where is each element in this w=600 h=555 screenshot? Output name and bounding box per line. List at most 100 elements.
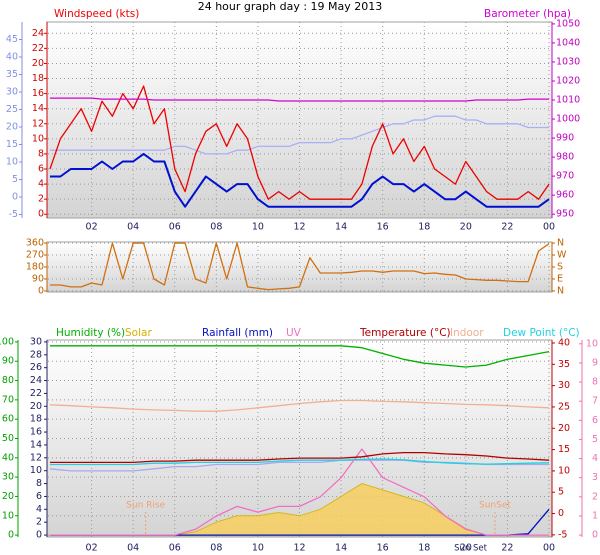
y3-tick-label: 35 xyxy=(6,69,18,80)
x-tick-label: 08 xyxy=(210,222,222,233)
y3-tick-label: 12 xyxy=(30,452,42,463)
x-tick-label: 10 xyxy=(252,222,264,233)
legend-label: Solar xyxy=(125,327,152,339)
y3-tick-label: 4 xyxy=(36,504,42,515)
y3-tick-label: 5 xyxy=(12,174,18,185)
line xyxy=(50,451,550,464)
x-tick-label: 06 xyxy=(169,222,181,233)
y2-tick-label: 1010 xyxy=(556,95,580,106)
x-tick-label: 22 xyxy=(501,222,513,233)
line xyxy=(49,85,550,200)
y3-tick-label: 10 xyxy=(30,465,42,476)
y-tick-label: 20 xyxy=(32,58,44,69)
y2-tick-label: 960 xyxy=(556,190,574,201)
y2-tick-label: 1050 xyxy=(556,18,580,29)
x-tick-label: 16 xyxy=(377,222,389,233)
y2-tick-label: 970 xyxy=(556,171,574,182)
y-tick-label: 10 xyxy=(2,510,14,521)
legend-label: Windspeed (kts) xyxy=(54,8,139,20)
x-tick-label: 14 xyxy=(335,543,347,554)
y2-tick-label: 5 xyxy=(558,487,564,498)
y2-tick-label: 40 xyxy=(558,337,570,348)
y2-tick-label: 25 xyxy=(558,401,570,412)
y2-tick-label: 950 xyxy=(556,209,574,220)
y-tick-label: 0 xyxy=(38,209,44,220)
legend-label: Humidity (%) xyxy=(56,327,125,339)
x-tick-label: 16 xyxy=(377,543,389,554)
y2-tick-label: 0 xyxy=(558,508,564,519)
x-tick-label: 00 xyxy=(543,543,555,554)
y2-tick-label: -5 xyxy=(558,529,567,540)
y2-tick-label: 15 xyxy=(558,444,570,455)
y-tick-label: 22 xyxy=(32,43,44,54)
y2-tick-label: 35 xyxy=(558,359,570,370)
y-tick-label: 2 xyxy=(38,194,44,205)
y4-tick-label: 9 xyxy=(592,357,598,368)
y3-tick-label: 25 xyxy=(6,104,18,115)
y4-tick-label: 0 xyxy=(592,530,598,541)
line xyxy=(50,97,549,102)
y3-tick-label: 18 xyxy=(30,414,42,425)
x-tick-label: 14 xyxy=(335,222,347,233)
annotation: Sun Set xyxy=(454,544,487,554)
y3-tick-label: 0 xyxy=(12,192,18,203)
y-tick-label: 360 xyxy=(26,238,44,249)
y4-tick-label: 8 xyxy=(592,377,598,388)
y2-tick-label: S xyxy=(557,262,563,273)
y2-tick-label: 1030 xyxy=(556,56,580,67)
y-tick-label: 270 xyxy=(26,250,44,261)
x-tick-label: 02 xyxy=(86,222,98,233)
y4-tick-label: 10 xyxy=(586,338,598,349)
y-tick-label: 90 xyxy=(32,273,44,284)
y-tick-label: 6 xyxy=(38,164,44,175)
line xyxy=(50,448,549,536)
y3-tick-label: 8 xyxy=(36,478,42,489)
x-tick-label: 08 xyxy=(210,543,222,554)
legend-label: Rainfall (mm) xyxy=(202,327,273,339)
y-tick-label: 18 xyxy=(32,73,44,84)
legend-label: Indoor xyxy=(450,327,484,339)
x-tick-label: 18 xyxy=(418,222,430,233)
y2-tick-label: 30 xyxy=(558,380,570,391)
y2-tick-label: 1020 xyxy=(556,75,580,86)
y4-tick-label: 6 xyxy=(592,415,598,426)
line xyxy=(50,242,550,291)
x-tick-label: 04 xyxy=(127,543,139,554)
y2-tick-label: N xyxy=(557,238,564,249)
y2-tick-label: 1000 xyxy=(556,114,580,125)
legend-label: Barometer (hpa) xyxy=(484,8,571,20)
line xyxy=(50,115,549,155)
y3-tick-label: 26 xyxy=(30,362,42,373)
y-tick-label: 24 xyxy=(32,28,44,39)
y2-tick-label: N xyxy=(557,285,564,296)
chart-title: 24 hour graph day : 19 May 2013 xyxy=(198,0,383,13)
y3-tick-label: 45 xyxy=(6,34,18,45)
annotation: Sun Rise xyxy=(126,501,165,511)
y2-tick-label: W xyxy=(557,250,567,261)
y-tick-label: 80 xyxy=(2,375,14,386)
line xyxy=(50,458,550,466)
y-tick-label: 30 xyxy=(2,472,14,483)
y-tick-label: 90 xyxy=(2,356,14,367)
y-tick-label: 16 xyxy=(32,88,44,99)
y4-tick-label: 7 xyxy=(592,396,598,407)
y4-tick-label: 4 xyxy=(592,453,598,464)
legend-label: UV xyxy=(286,327,302,339)
y-tick-label: 40 xyxy=(2,452,14,463)
y-tick-label: 8 xyxy=(38,148,44,159)
x-tick-label: 04 xyxy=(127,222,139,233)
y2-tick-label: 990 xyxy=(556,133,574,144)
x-tick-label: 18 xyxy=(418,543,430,554)
y4-tick-label: 1 xyxy=(592,510,598,521)
y3-tick-label: 14 xyxy=(30,439,42,450)
y3-tick-label: 16 xyxy=(30,427,42,438)
y-tick-label: 70 xyxy=(2,394,14,405)
legend-label: Dew Point (°C) xyxy=(503,327,580,339)
y4-tick-label: 5 xyxy=(592,434,598,445)
x-tick-label: 12 xyxy=(293,543,305,554)
y3-tick-label: -5 xyxy=(9,209,18,220)
y2-tick-label: 980 xyxy=(556,152,574,163)
y4-tick-label: 3 xyxy=(592,472,598,483)
y3-tick-label: 28 xyxy=(30,349,42,360)
